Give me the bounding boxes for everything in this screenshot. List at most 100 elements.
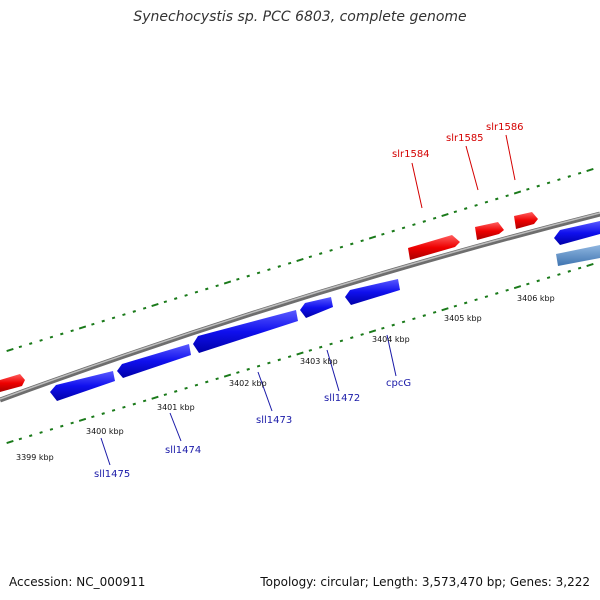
minor-tick <box>401 320 406 324</box>
minor-tick <box>453 210 458 214</box>
major-tick <box>441 307 449 312</box>
gene-arrow-sll1474[interactable] <box>117 344 191 378</box>
genome-title: Synechocystis sp. PCC 6803, complete gen… <box>133 9 467 25</box>
major-tick <box>78 325 87 330</box>
minor-tick <box>318 345 323 349</box>
minor-tick <box>453 304 458 308</box>
minor-tick <box>111 316 116 320</box>
gene-label-sll1475[interactable]: sll1475 <box>94 469 130 480</box>
minor-tick <box>526 282 530 286</box>
minor-tick <box>329 248 333 252</box>
major-tick <box>586 168 594 172</box>
scale-tick-label: 3405 kbp <box>444 314 482 323</box>
gene-arrow-sll1472[interactable] <box>300 297 333 318</box>
minor-tick <box>60 332 64 336</box>
minor-tick <box>422 220 427 223</box>
minor-tick <box>39 431 43 434</box>
scale-tick-label: 3400 kbp <box>86 427 124 436</box>
gene-arrow-forward <box>0 374 25 392</box>
major-tick <box>78 417 87 422</box>
major-tick <box>368 235 377 240</box>
minor-tick <box>412 317 416 321</box>
minor-tick <box>246 367 250 371</box>
gene-arrow-sll1473[interactable] <box>193 310 298 353</box>
gene-label-slr1586[interactable]: slr1586 <box>486 122 524 133</box>
major-tick <box>368 329 377 334</box>
minor-tick <box>277 265 282 268</box>
gene-label-slr1585[interactable]: slr1585 <box>446 133 484 144</box>
minor-tick <box>463 207 468 210</box>
minor-tick <box>18 345 23 349</box>
minor-tick <box>70 329 74 333</box>
scale-tick-label: 3402 kbp <box>229 379 267 388</box>
scale-tick-label: 3403 kbp <box>300 357 338 366</box>
minor-tick <box>536 279 540 283</box>
minor-tick <box>567 269 572 273</box>
major-tick <box>441 213 449 217</box>
minor-tick <box>101 412 105 415</box>
minor-tick <box>412 223 416 227</box>
minor-tick <box>28 434 33 438</box>
minor-tick <box>173 297 178 300</box>
gene-arrow-reverse <box>554 221 600 245</box>
minor-tick <box>194 290 199 294</box>
minor-tick <box>463 301 468 305</box>
minor-tick <box>256 364 261 368</box>
gene-arrow-slr1585[interactable] <box>475 222 504 240</box>
gene-label-slr1584[interactable]: slr1584 <box>392 149 430 160</box>
minor-tick <box>360 239 364 243</box>
minor-tick <box>267 268 271 272</box>
minor-tick <box>122 313 126 317</box>
minor-tick <box>505 194 509 198</box>
minor-tick <box>318 252 323 255</box>
gene-label-sll1473[interactable]: sll1473 <box>256 415 292 426</box>
major-tick <box>151 303 159 307</box>
minor-tick <box>215 377 219 381</box>
genome-summary-text: Topology: circular; Length: 3,573,470 bp… <box>260 575 590 589</box>
forward-strand-genes <box>0 212 538 392</box>
minor-tick <box>256 271 261 275</box>
minor-tick <box>163 393 168 396</box>
minor-tick <box>495 292 499 295</box>
minor-tick <box>142 399 147 403</box>
minor-tick <box>18 437 23 441</box>
feature-bar <box>556 245 600 266</box>
minor-tick <box>111 408 116 412</box>
major-tick <box>223 373 232 378</box>
gene-label-sll1472[interactable]: sll1472 <box>324 393 360 404</box>
gene-label-cpcG[interactable]: cpcG <box>386 378 411 389</box>
gene-arrow-slr1584[interactable] <box>408 235 460 260</box>
minor-tick <box>236 277 240 281</box>
reverse-tick-track <box>6 263 594 444</box>
minor-tick <box>546 276 551 280</box>
minor-tick <box>350 242 354 246</box>
minor-tick <box>122 405 126 409</box>
minor-tick <box>391 229 395 233</box>
gene-arrow-cpcG[interactable] <box>345 279 400 305</box>
minor-tick <box>474 203 478 207</box>
minor-tick <box>205 380 209 384</box>
minor-tick <box>308 255 313 259</box>
gene-label-sll1474[interactable]: sll1474 <box>165 445 201 456</box>
minor-tick <box>381 232 385 236</box>
minor-tick <box>39 338 43 342</box>
minor-tick <box>215 284 219 288</box>
gene-arrow-slr1586[interactable] <box>514 212 538 229</box>
minor-tick <box>360 333 364 336</box>
minor-tick <box>567 175 572 178</box>
minor-tick <box>60 424 64 428</box>
minor-tick <box>236 371 240 374</box>
minor-tick <box>391 323 395 327</box>
minor-tick <box>308 348 313 352</box>
minor-tick <box>101 319 105 323</box>
minor-tick <box>194 383 199 387</box>
scale-tick-label: 3401 kbp <box>157 403 195 412</box>
accession-text: Accession: NC_000911 <box>9 575 146 589</box>
reverse-strand-genes <box>50 221 600 401</box>
minor-tick <box>339 245 344 249</box>
minor-tick <box>401 226 406 230</box>
gene-arrow-sll1475[interactable] <box>50 371 115 401</box>
minor-tick <box>484 295 489 299</box>
major-tick <box>6 348 14 352</box>
